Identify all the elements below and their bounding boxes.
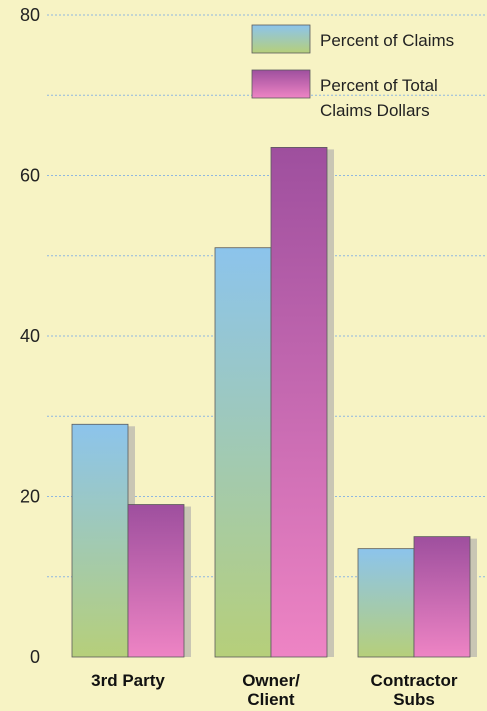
y-tick-label: 40 [20,326,40,346]
y-tick-label: 80 [20,5,40,25]
y-tick-label: 20 [20,487,40,507]
y-axis-ticks: 0 20 40 60 80 [20,5,40,667]
bars [71,147,477,658]
bar [127,504,185,658]
bar [357,548,415,658]
bar [214,247,272,658]
bar [413,536,471,658]
legend-swatch [251,24,311,54]
y-tick-label: 0 [30,647,40,667]
legend-swatch [251,69,311,99]
legend: Percent of Claims Percent of Total Claims … [251,24,454,120]
category-label: Subs [393,690,435,709]
category-label: Contractor [371,671,458,690]
bar [270,147,328,658]
bar [71,423,129,658]
y-tick-label: 60 [20,166,40,186]
legend-label: Percent of Claims [320,31,454,50]
category-label: Client [247,690,295,709]
category-label: Owner/ [242,671,300,690]
legend-label: Claims Dollars [320,101,430,120]
legend-label: Percent of Total [320,76,438,95]
category-label: 3rd Party [91,671,165,690]
